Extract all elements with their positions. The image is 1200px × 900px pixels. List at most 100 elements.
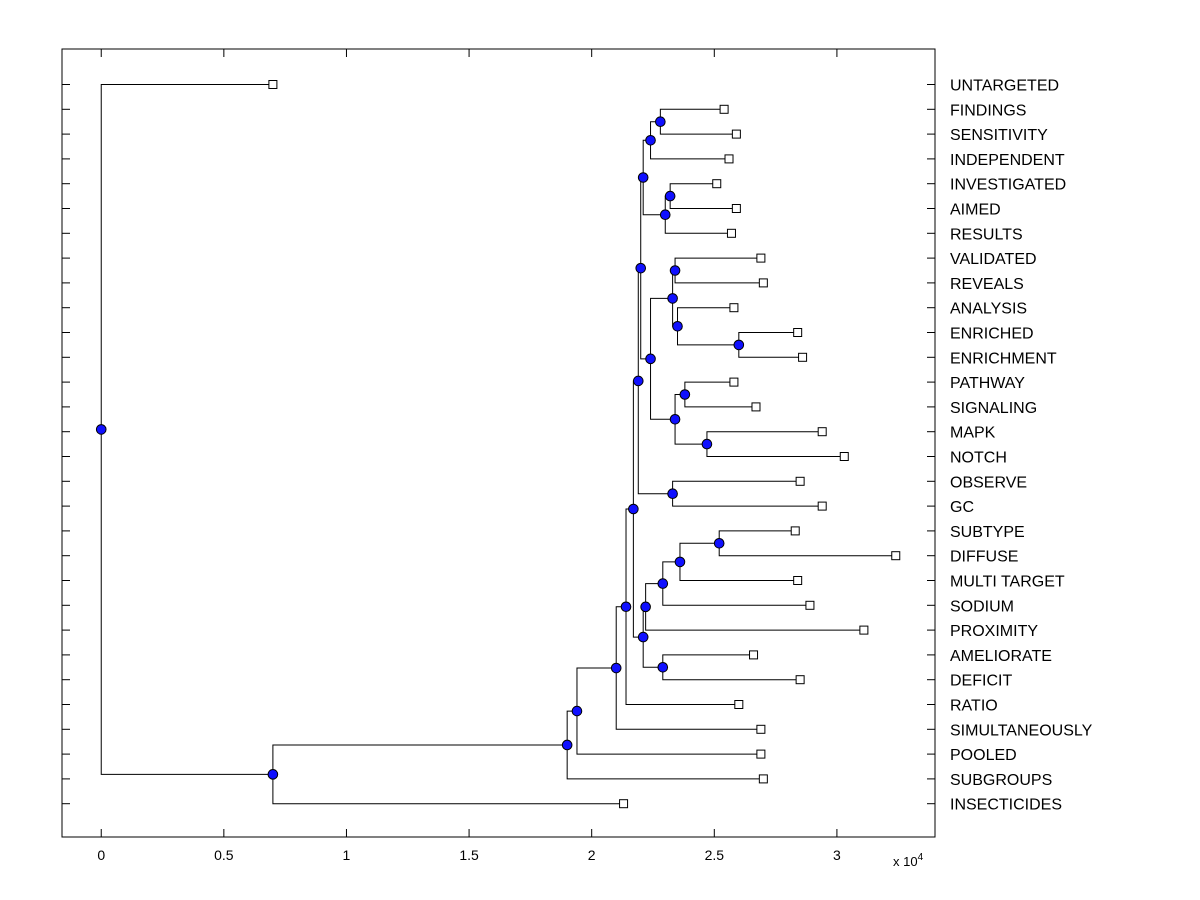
link-n19 xyxy=(662,561,810,606)
link-n10 xyxy=(684,381,756,408)
x-axis: 0 0.5 1 1.5 2 2.5 3 xyxy=(97,49,841,863)
leaf-marker xyxy=(756,253,766,263)
leaf-label: PATHWAY xyxy=(950,375,1025,392)
node-marker xyxy=(672,321,683,332)
leaf-label: AMELIORATE xyxy=(950,648,1052,665)
leaf-label: ENRICHED xyxy=(950,326,1034,343)
x-tick-label: 2 xyxy=(588,847,596,863)
node-marker xyxy=(561,739,573,751)
leaf-marker xyxy=(758,278,768,288)
node-marker xyxy=(637,631,649,643)
node-marker xyxy=(733,339,745,351)
leaf-marker xyxy=(891,551,901,561)
link-n4 xyxy=(664,195,732,234)
leaf-label: DIFFUSE xyxy=(950,549,1018,566)
leaf-marker xyxy=(731,204,741,213)
x-tick-label: 0.5 xyxy=(214,847,234,863)
x-scale-label: x 104 xyxy=(893,852,924,869)
node-marker xyxy=(610,662,622,674)
leaf-label: RATIO xyxy=(950,698,998,715)
leaf-label: INDEPENDENT xyxy=(950,152,1065,169)
node-marker xyxy=(664,190,676,202)
node-marker xyxy=(657,662,669,673)
leaf-marker xyxy=(619,799,629,809)
x-tick-label: 1.5 xyxy=(459,847,479,863)
leaf-marker xyxy=(268,80,278,89)
leaf-marker xyxy=(756,749,766,759)
node-marker xyxy=(679,389,691,400)
x-tick-label: 2.5 xyxy=(705,847,725,863)
node-marker xyxy=(667,488,678,500)
x-scale-base: x 10 xyxy=(893,854,918,869)
leaf-marker xyxy=(795,675,805,685)
leaf-marker xyxy=(729,377,739,387)
node-marker xyxy=(628,503,639,515)
leaf-marker xyxy=(793,576,803,585)
leaf-label: DEFICIT xyxy=(950,673,1012,690)
leaf-label: MAPK xyxy=(950,425,996,442)
leaf-label: ENRICHMENT xyxy=(950,350,1057,367)
leaf-label: UNTARGETED xyxy=(950,78,1059,95)
node-marker xyxy=(659,209,671,220)
node-marker xyxy=(655,116,666,127)
link-n29 xyxy=(100,84,273,775)
node-marker xyxy=(669,414,681,425)
node-marker xyxy=(95,424,107,435)
leaf-marker xyxy=(790,526,800,536)
link-n18 xyxy=(679,542,798,581)
leaf-marker xyxy=(758,774,768,784)
node-marker xyxy=(713,538,725,549)
leaf-marker xyxy=(724,154,734,164)
node-marker xyxy=(657,578,669,589)
plot-frame xyxy=(61,48,936,838)
leaf-marker xyxy=(751,402,761,412)
leaf-marker xyxy=(731,129,741,139)
link-n25 xyxy=(615,606,761,730)
node-markers xyxy=(95,116,745,780)
leaf-label: VALIDATED xyxy=(950,251,1037,268)
leaf-label: SENSITIVITY xyxy=(950,127,1048,144)
node-marker xyxy=(667,293,678,304)
node-marker xyxy=(637,172,649,183)
leaf-label: POOLED xyxy=(950,747,1017,764)
leaf-marker xyxy=(726,228,736,238)
leaf-marker xyxy=(795,476,805,486)
leaf-label: SODIUM xyxy=(950,598,1014,615)
node-marker xyxy=(632,375,644,387)
leaf-marker xyxy=(734,700,744,709)
leaf-marker xyxy=(798,352,808,362)
leaf-label: SIGNALING xyxy=(950,400,1037,417)
node-marker xyxy=(640,601,651,613)
leaf-label: NOTCH xyxy=(950,450,1007,467)
leaf-marker xyxy=(839,452,849,461)
leaf-label: INSECTICIDES xyxy=(950,797,1062,814)
leaf-label: MULTI TARGET xyxy=(950,574,1065,591)
leaf-marker xyxy=(712,179,722,189)
leaf-label: GC xyxy=(950,499,974,516)
link-n17 xyxy=(718,530,896,557)
node-marker xyxy=(674,556,686,568)
link-n20 xyxy=(645,583,864,631)
node-marker xyxy=(701,438,713,450)
leaf-marker xyxy=(729,303,739,313)
leaf-marker xyxy=(719,104,729,114)
leaf-label: PROXIMITY xyxy=(950,623,1038,640)
dendrogram-links xyxy=(100,84,896,805)
link-n21 xyxy=(662,654,801,681)
node-marker xyxy=(620,601,632,613)
leaf-label: SUBGROUPS xyxy=(950,772,1052,789)
leaf-label: INVESTIGATED xyxy=(950,177,1066,194)
link-n28 xyxy=(272,744,624,805)
link-n8 xyxy=(677,307,739,346)
leaf-marker xyxy=(817,427,827,437)
leaf-label: SIMULTANEOUSLY xyxy=(950,722,1093,739)
x-scale-exponent: 4 xyxy=(918,852,924,863)
leaf-label: SUBTYPE xyxy=(950,524,1025,541)
link-n2 xyxy=(650,121,730,160)
leaf-labels: UNTARGETED FINDINGS SENSITIVITY INDEPENDENT… xyxy=(950,78,1093,814)
link-n27 xyxy=(566,710,764,780)
link-n6 xyxy=(674,257,764,284)
node-marker xyxy=(645,135,656,146)
leaf-label: RESULTS xyxy=(950,226,1023,243)
